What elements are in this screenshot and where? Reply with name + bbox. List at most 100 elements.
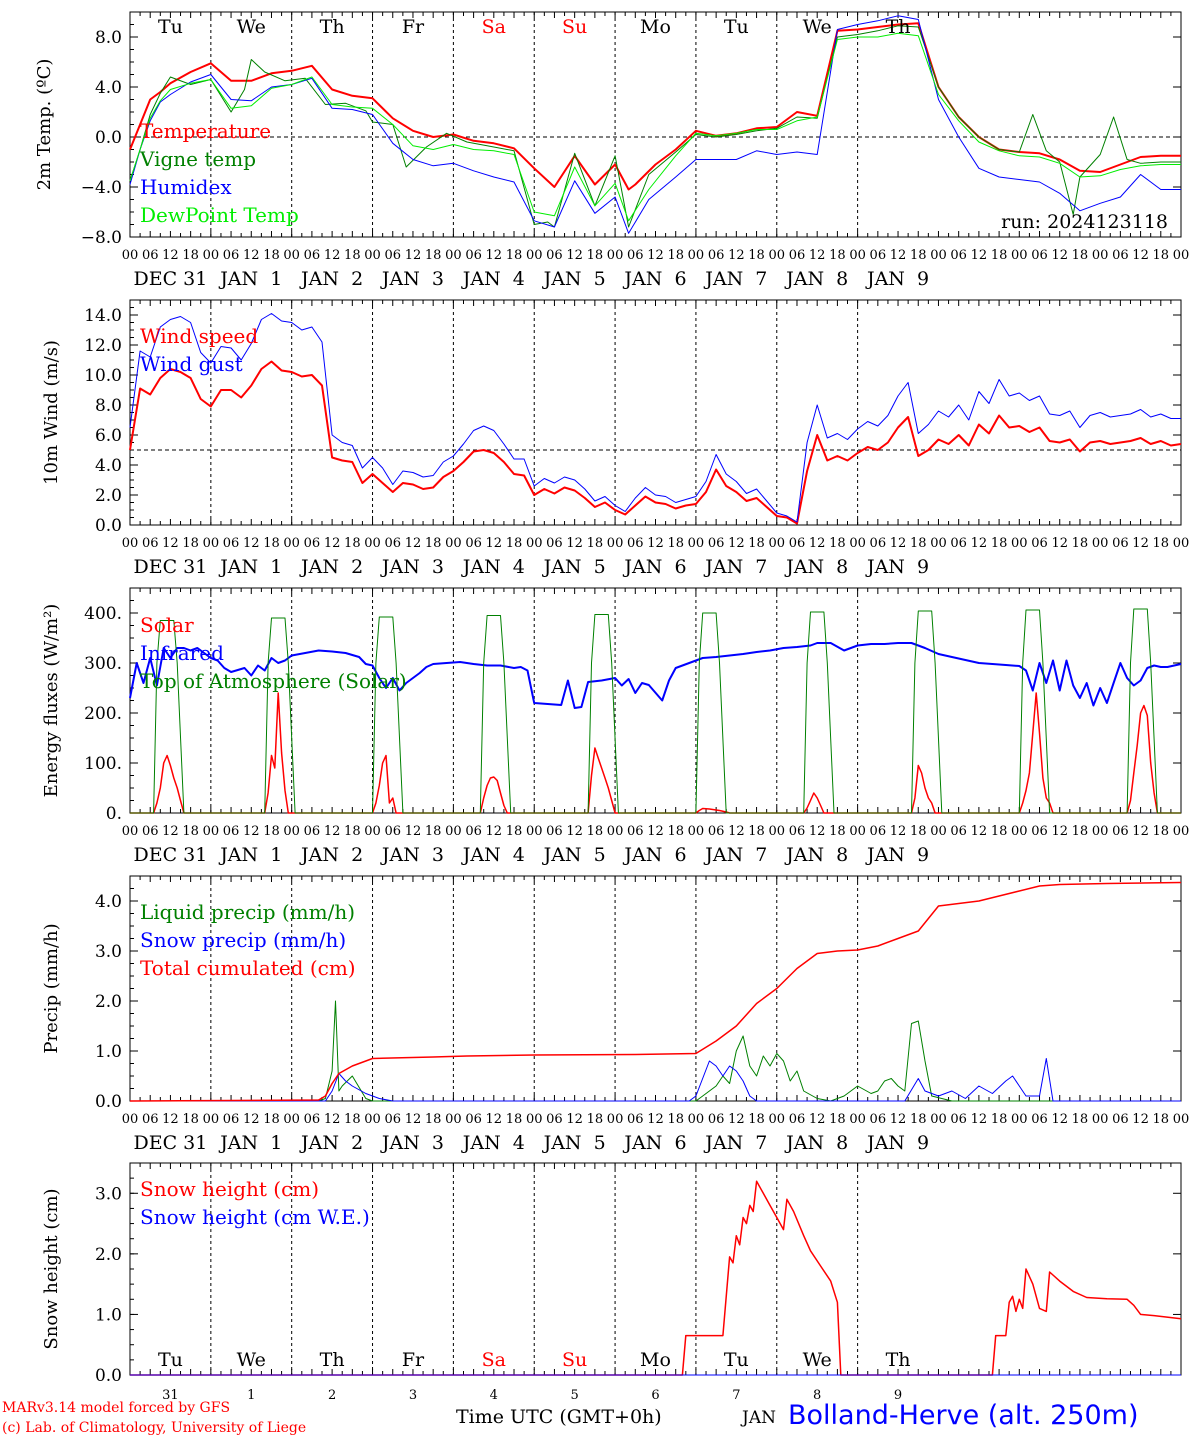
hour-label: 06 (1112, 248, 1129, 263)
hour-label: 00 (526, 248, 543, 263)
y-tick-label: 300. (84, 654, 122, 674)
date-label: JAN 7 (703, 556, 767, 578)
hour-label: 06 (789, 248, 806, 263)
hour-label: 06 (627, 1112, 644, 1127)
hour-label: 18 (182, 536, 199, 551)
y-tick-label: 0.0 (95, 1366, 122, 1386)
date-label: JAN 4 (461, 268, 525, 290)
hour-label: 18 (991, 248, 1008, 263)
lab-credit: (c) Lab. of Climatology, University of L… (2, 1420, 307, 1436)
y-tick-label: 14.0 (84, 306, 122, 326)
date-label: JAN 7 (703, 1132, 767, 1154)
hour-label: 12 (728, 824, 745, 839)
legend-entry: Temperature (140, 119, 271, 143)
hour-label: 00 (688, 824, 705, 839)
hour-label: 12 (1132, 248, 1149, 263)
y-tick-label: 10.0 (84, 366, 122, 386)
hour-label: 00 (526, 536, 543, 551)
hour-label: 06 (223, 824, 240, 839)
date-label: JAN 8 (784, 556, 848, 578)
hour-label: 06 (1112, 1112, 1129, 1127)
hour-label: 06 (465, 536, 482, 551)
hour-label: 12 (890, 824, 907, 839)
legend-entry: Wind gust (140, 352, 243, 376)
legend-entry: Wind speed (140, 324, 258, 348)
hour-label: 18 (1153, 1112, 1170, 1127)
hour-label: 00 (122, 248, 139, 263)
snow-day-number: 8 (813, 1388, 821, 1403)
hour-label: 18 (748, 248, 765, 263)
hour-label: 06 (789, 1112, 806, 1127)
date-label: JAN 3 (380, 1132, 444, 1154)
hour-label: 06 (627, 536, 644, 551)
hour-label: 00 (688, 536, 705, 551)
legend-entry: Vigne temp (139, 147, 256, 171)
legend-entry: DewPoint Temp (140, 203, 299, 227)
hour-label: 18 (748, 536, 765, 551)
hour-label: 18 (667, 536, 684, 551)
hour-label: 00 (203, 248, 220, 263)
hour-label: 18 (344, 1112, 361, 1127)
hour-label: 00 (768, 824, 785, 839)
hour-label: 18 (1072, 824, 1089, 839)
hour-label: 00 (203, 824, 220, 839)
hour-label: 18 (263, 248, 280, 263)
hour-label: 00 (1011, 536, 1028, 551)
hour-label: 12 (162, 1112, 179, 1127)
hour-label: 12 (971, 1112, 988, 1127)
date-label: JAN 7 (703, 268, 767, 290)
hour-label: 06 (223, 536, 240, 551)
series-line (129, 313, 1181, 523)
hour-label: 18 (425, 1112, 442, 1127)
hour-label: 12 (324, 824, 341, 839)
hour-label: 06 (546, 1112, 563, 1127)
y-tick-label: 0. (106, 804, 122, 824)
date-label: JAN 3 (380, 844, 444, 866)
date-label: JAN 6 (622, 556, 686, 578)
hour-label: 00 (849, 824, 866, 839)
hour-label: 06 (1031, 1112, 1048, 1127)
hour-label: 18 (1153, 824, 1170, 839)
hour-label: 06 (546, 824, 563, 839)
day-name: Mo (640, 16, 671, 38)
date-label: JAN 3 (380, 268, 444, 290)
hour-label: 06 (465, 824, 482, 839)
date-label: JAN 2 (299, 268, 363, 290)
hour-label: 12 (162, 536, 179, 551)
hour-label: 06 (870, 824, 887, 839)
hour-label: 18 (425, 824, 442, 839)
hour-label: 00 (445, 1112, 462, 1127)
date-label: JAN 1 (218, 1132, 282, 1154)
hour-label: 12 (890, 1112, 907, 1127)
day-name: Tu (158, 16, 183, 38)
hour-label: 00 (122, 1112, 139, 1127)
y-tick-label: −8.0 (81, 228, 122, 248)
y-axis-label: 2m Temp. (ºC) (34, 59, 55, 191)
hour-label: 06 (384, 824, 401, 839)
plot-frame (129, 299, 1182, 526)
hour-label: 00 (607, 1112, 624, 1127)
hour-label: 18 (425, 536, 442, 551)
hour-label: 18 (1153, 248, 1170, 263)
legend-entry: Snow height (cm W.E.) (140, 1205, 370, 1229)
y-tick-label: 1.0 (95, 1305, 122, 1325)
hour-label: 18 (991, 1112, 1008, 1127)
hour-label: 06 (627, 248, 644, 263)
hour-label: 18 (829, 1112, 846, 1127)
hour-label: 18 (506, 248, 523, 263)
hour-label: 06 (708, 536, 725, 551)
hour-label: 00 (1011, 248, 1028, 263)
y-tick-label: 6.0 (95, 426, 122, 446)
hour-label: 12 (324, 536, 341, 551)
y-tick-label: 3.0 (95, 942, 122, 962)
legend-entry: Liquid precip (mm/h) (140, 900, 355, 924)
hour-label: 00 (526, 1112, 543, 1127)
date-label: JAN 9 (865, 268, 929, 290)
series-line (129, 642, 1182, 709)
hour-label: 12 (728, 248, 745, 263)
hour-label: 12 (971, 536, 988, 551)
day-name: Su (562, 16, 587, 38)
hour-label: 00 (283, 824, 300, 839)
hour-label: 18 (344, 824, 361, 839)
day-name: Th (886, 16, 911, 38)
